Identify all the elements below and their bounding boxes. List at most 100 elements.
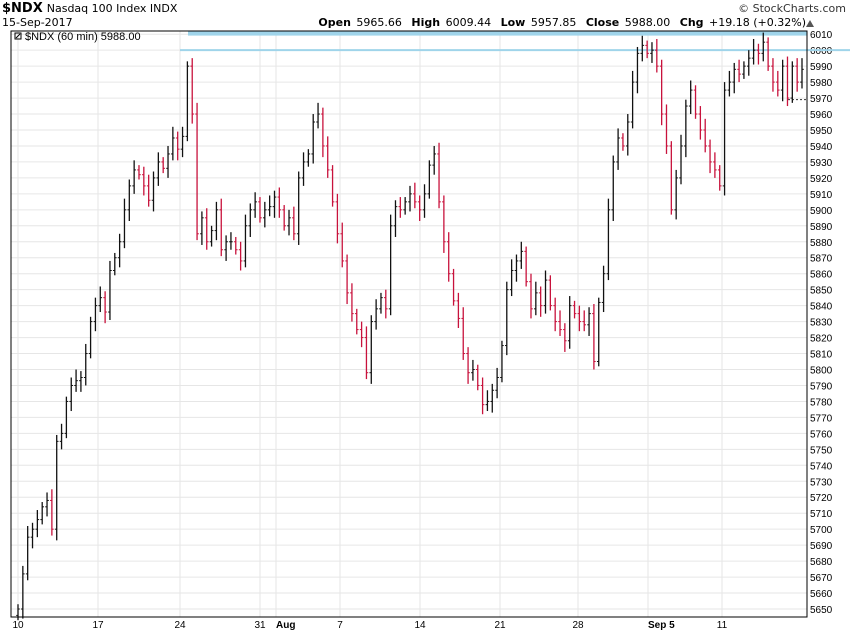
price-bar bbox=[674, 169, 678, 220]
price-bar bbox=[780, 59, 785, 102]
price-bar bbox=[219, 198, 224, 257]
price-bar bbox=[146, 174, 151, 207]
chart-legend: $NDX (60 min) 5988.00 bbox=[14, 31, 141, 43]
y-tick-label: 5710 bbox=[810, 509, 833, 520]
price-bar bbox=[103, 291, 107, 324]
price-bar bbox=[587, 307, 591, 336]
price-bar bbox=[369, 315, 374, 384]
x-tick-label: 14 bbox=[414, 620, 426, 631]
x-tick-label: 28 bbox=[572, 620, 584, 631]
price-bar bbox=[616, 128, 620, 170]
symbol-description: Nasdaq 100 Index INDX bbox=[46, 2, 178, 15]
price-bar bbox=[156, 152, 161, 186]
chart-header: $NDX Nasdaq 100 Index INDX 15-Sep-2017 © … bbox=[0, 0, 850, 30]
price-bar bbox=[21, 565, 25, 619]
price-bar bbox=[132, 160, 136, 194]
y-tick-label: 5830 bbox=[810, 318, 833, 329]
price-bar bbox=[16, 604, 20, 621]
price-bar bbox=[495, 367, 499, 399]
price-bar bbox=[698, 106, 703, 140]
price-bar bbox=[500, 340, 504, 383]
price-bar bbox=[224, 235, 228, 261]
price-bar bbox=[214, 201, 219, 241]
price-bar bbox=[50, 489, 54, 536]
price-bar bbox=[403, 197, 407, 215]
y-tick-label: 5980 bbox=[810, 78, 833, 89]
price-bar bbox=[572, 300, 577, 319]
price-bar bbox=[529, 273, 533, 319]
y-tick-label: 5660 bbox=[810, 589, 833, 600]
price-bars bbox=[16, 32, 804, 621]
price-bar bbox=[354, 308, 359, 335]
y-tick-label: 5670 bbox=[810, 573, 833, 584]
price-bar bbox=[171, 126, 175, 161]
price-bar bbox=[592, 304, 596, 370]
price-bar bbox=[635, 46, 640, 94]
price-bar bbox=[596, 297, 601, 367]
y-tick-label: 5810 bbox=[810, 350, 833, 361]
price-bar bbox=[630, 70, 635, 129]
price-bar bbox=[204, 208, 209, 250]
price-bar bbox=[427, 160, 432, 199]
price-bar bbox=[408, 185, 412, 212]
symbol-title: $NDX Nasdaq 100 Index INDX bbox=[2, 1, 178, 16]
price-bar bbox=[582, 310, 587, 332]
price-bar bbox=[708, 139, 712, 174]
price-bar bbox=[751, 38, 756, 65]
price-bar bbox=[659, 59, 664, 126]
price-bar bbox=[655, 38, 659, 73]
y-tick-label: 5870 bbox=[810, 254, 833, 265]
price-bar bbox=[422, 184, 427, 218]
price-bar bbox=[471, 359, 475, 381]
price-bar bbox=[601, 265, 606, 313]
price-bar bbox=[25, 525, 30, 581]
price-bar bbox=[296, 171, 301, 245]
price-bar bbox=[688, 80, 693, 115]
price-bar bbox=[790, 61, 795, 103]
price-bar bbox=[713, 152, 717, 178]
price-bar bbox=[456, 292, 461, 328]
legend-swatch-mark bbox=[15, 33, 21, 39]
price-bar bbox=[567, 296, 572, 349]
price-bar bbox=[485, 390, 490, 412]
price-bar bbox=[480, 377, 485, 415]
price-bar bbox=[122, 198, 127, 249]
price-bar bbox=[151, 171, 156, 212]
price-bar bbox=[180, 126, 185, 158]
y-tick-label: 5770 bbox=[810, 413, 833, 424]
stockcharts-brand[interactable]: © StockCharts.com bbox=[738, 2, 846, 15]
close-value: 5988.00 bbox=[624, 16, 671, 29]
price-bar bbox=[732, 62, 737, 94]
price-bar bbox=[417, 195, 422, 222]
price-bar bbox=[83, 343, 88, 386]
legend-swatch-icon bbox=[14, 32, 22, 40]
price-bar bbox=[785, 56, 790, 107]
y-tick-label: 5690 bbox=[810, 541, 833, 552]
y-tick-label: 5680 bbox=[810, 557, 833, 568]
price-bar bbox=[398, 197, 403, 218]
price-bar bbox=[248, 203, 253, 237]
price-bar bbox=[606, 198, 611, 281]
price-bar bbox=[238, 241, 243, 271]
price-bar bbox=[746, 50, 751, 76]
price-bar bbox=[195, 102, 199, 241]
price-bar bbox=[771, 58, 775, 92]
price-bar bbox=[253, 192, 257, 218]
price-bar bbox=[756, 43, 761, 65]
price-bar bbox=[693, 85, 698, 119]
price-bar bbox=[664, 104, 669, 154]
price-bar bbox=[345, 254, 349, 305]
y-tick-label: 5910 bbox=[810, 190, 833, 201]
price-bar bbox=[742, 61, 746, 79]
price-bar bbox=[684, 99, 688, 158]
price-bar bbox=[490, 383, 495, 413]
price-bar bbox=[69, 377, 74, 412]
price-bar bbox=[229, 232, 233, 250]
y-tick-label: 5860 bbox=[810, 270, 833, 281]
price-bar bbox=[175, 131, 180, 161]
price-bar bbox=[45, 492, 49, 517]
price-bar bbox=[311, 114, 316, 164]
price-bar bbox=[766, 37, 770, 71]
price-bar bbox=[650, 42, 654, 63]
